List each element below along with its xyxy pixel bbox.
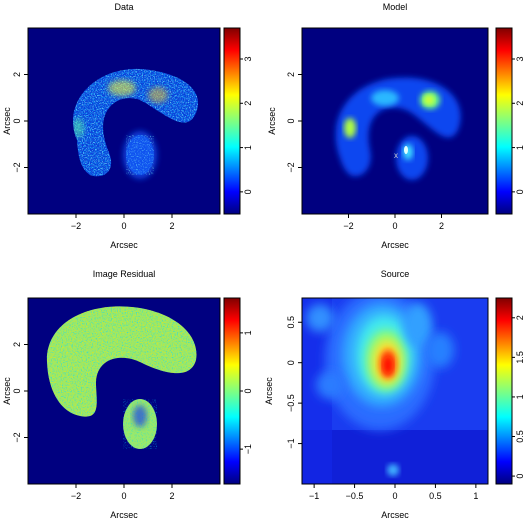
colorbar-tick-label-data: 2 <box>243 101 253 106</box>
colorbar-tick-label-model: 3 <box>515 56 525 61</box>
colorbar-data <box>223 27 241 215</box>
colorbar-ticks-model: 0 1 2 3 <box>512 56 525 194</box>
ylabel-source: Arcsec <box>264 377 274 405</box>
ticks-model: −2 0 2 −2 0 2 <box>286 72 444 231</box>
colorbar-tick-label-model: 1 <box>515 145 525 150</box>
colorbar-tick-label-source: 1.5 <box>515 351 525 364</box>
xlabel-data: Arcsec <box>110 240 138 250</box>
colorbar-tick-label-model: 0 <box>515 189 525 194</box>
y-tick-label-model: 0 <box>286 118 296 123</box>
colorbar-model <box>495 27 513 215</box>
colorbar-tick-label-data: 3 <box>243 56 253 61</box>
y-tick-label-model: 2 <box>286 72 296 77</box>
x-tick-label-residual: −2 <box>71 491 81 501</box>
y-tick-label-data: −2 <box>12 162 22 172</box>
colorbar-tick-label-source: 0 <box>515 474 525 479</box>
xlabel-model: Arcsec <box>381 240 409 250</box>
x-tick-label-residual: 2 <box>169 491 174 501</box>
y-tick-label-source: 0.5 <box>286 316 296 329</box>
x-tick-label-source: 0 <box>392 491 397 501</box>
x-tick-label-data: 2 <box>169 221 174 231</box>
y-tick-label-source: 0 <box>286 360 296 365</box>
colorbar-tick-label-residual: −1 <box>243 444 253 454</box>
x-tick-label-model: 0 <box>392 221 397 231</box>
y-tick-label-model: −2 <box>286 162 296 172</box>
ylabel-model: Arcsec <box>267 107 277 135</box>
x-tick-label-model: −2 <box>343 221 353 231</box>
ticks-data: −2 0 2 −2 0 2 <box>12 72 175 231</box>
xlabel-source: Arcsec <box>381 510 409 520</box>
x-tick-label-model: 2 <box>439 221 444 231</box>
title-residual: Image Residual <box>93 269 156 279</box>
colorbar-tick-label-model: 2 <box>515 101 525 106</box>
colorbar-residual <box>223 297 241 485</box>
x-tick-label-data: −2 <box>71 221 81 231</box>
colorbar-ticks-data: 0 1 2 3 <box>240 56 253 194</box>
xlabel-residual: Arcsec <box>110 510 138 520</box>
colorbar-tick-label-data: 0 <box>243 189 253 194</box>
panel-data: Data −2 0 2 −2 0 2 Arcsec Arcsec 0 1 2 3 <box>2 2 253 250</box>
x-tick-label-source: −1 <box>309 491 319 501</box>
colorbar-tick-label-residual: 1 <box>243 330 253 335</box>
y-tick-label-data: 2 <box>12 72 22 77</box>
x-tick-label-source: 0.5 <box>429 491 442 501</box>
y-tick-label-source: −1 <box>286 438 296 448</box>
y-tick-label-residual: 0 <box>12 388 22 393</box>
heatmap-data-background <box>28 28 220 214</box>
y-tick-label-residual: −2 <box>12 432 22 442</box>
x-tick-label-source: −0.5 <box>346 491 364 501</box>
y-tick-label-data: 0 <box>12 118 22 123</box>
colorbar-tick-label-source: 0.5 <box>515 430 525 443</box>
x-tick-label-source: 1 <box>473 491 478 501</box>
ticks-residual: −2 0 2 −2 0 2 <box>12 342 175 501</box>
colorbar-tick-label-source: 2 <box>515 315 525 320</box>
title-source: Source <box>381 269 410 279</box>
x-tick-label-residual: 0 <box>121 491 126 501</box>
colorbar-source <box>495 297 513 485</box>
colorbar-tick-label-source: 1 <box>515 394 525 399</box>
heatmap-source-image <box>302 298 488 484</box>
ylabel-residual: Arcsec <box>2 377 12 405</box>
colorbar-ticks-residual: −1 0 1 <box>240 330 253 454</box>
y-tick-label-residual: 2 <box>12 342 22 347</box>
colorbar-ticks-source: 0 0.5 1 1.5 2 <box>512 315 525 479</box>
y-tick-label-source: −0.5 <box>286 394 296 412</box>
ylabel-data: Arcsec <box>2 107 12 135</box>
colorbar-tick-label-data: 1 <box>243 145 253 150</box>
panel-model: Model x −2 0 2 −2 0 2 Arcsec Arcsec 0 1 2 3 <box>267 2 525 250</box>
ticks-source: −1 −0.5 0 0.5 1 −1 −0.5 0 0.5 <box>286 316 478 501</box>
title-data: Data <box>114 2 133 12</box>
center-marker: x <box>394 151 398 160</box>
panel-source: Source −1 −0.5 0 0.5 1 −1 −0.5 0 0.5 Arcsec Arcs… <box>264 269 525 520</box>
heatmap-model-image <box>335 77 461 180</box>
x-tick-label-data: 0 <box>121 221 126 231</box>
panel-residual: Image Residual −2 0 2 −2 0 2 Arcsec Arcsec −1… <box>2 269 253 520</box>
title-model: Model <box>383 2 408 12</box>
colorbar-tick-label-residual: 0 <box>243 388 253 393</box>
